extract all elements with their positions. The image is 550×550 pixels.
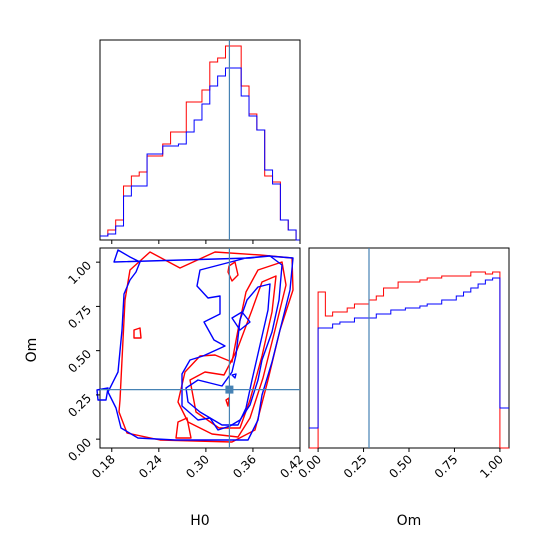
contour-xtick-label-3: 0.36 (230, 452, 259, 481)
truth-marker (225, 385, 234, 394)
contour-ytick-label-2: 0.50 (65, 347, 94, 376)
histogram-series-1 (309, 277, 509, 429)
histogram-series-0 (100, 45, 300, 241)
om-histogram-frame (308, 247, 510, 449)
contour-ytick-label-1: 0.25 (65, 391, 94, 420)
h0-om-contours (96, 249, 294, 443)
om-histogram (309, 271, 509, 449)
om-hist-xtick-label-1: 0.25 (341, 452, 370, 481)
contour-xtick-label-0: 0.18 (89, 452, 118, 481)
contour-line-3 (133, 327, 142, 339)
contour-line-8 (185, 283, 271, 426)
histogram-series-0 (309, 271, 509, 449)
x-axis-label-om: Om (397, 513, 422, 529)
h0-histogram-frame (99, 39, 301, 241)
y-axis-label-om: Om (24, 338, 40, 363)
om-hist-xtick-label-4: 1.00 (477, 452, 506, 481)
contour-line-7 (107, 249, 294, 441)
h0-om-contour-frame (99, 247, 301, 449)
contour-xtick-label-2: 0.30 (183, 452, 212, 481)
contour-ytick-label-3: 0.75 (65, 303, 94, 332)
contour-line-11 (96, 387, 109, 401)
contour-line-1 (177, 261, 287, 438)
contour-line-10 (231, 373, 237, 379)
h0-histogram (100, 45, 300, 241)
contour-line-4 (227, 261, 239, 282)
contour-ytick-label-0: 0.00 (65, 435, 94, 464)
om-hist-xtick-label-3: 0.75 (432, 452, 461, 481)
contour-ytick-label-4: 1.00 (65, 258, 94, 287)
contour-xtick-label-1: 0.24 (136, 452, 165, 481)
contour-line-2 (189, 275, 277, 429)
ticks: 0.18 0.24 0.30 0.36 0.420.000.250.500.751.00… (65, 240, 506, 481)
x-axis-label-h0: H0 (190, 513, 209, 529)
om-hist-xtick-label-2: 0.50 (386, 452, 415, 481)
histogram-series-1 (100, 67, 300, 241)
contour-line-5 (175, 417, 192, 439)
truth-lines (100, 40, 370, 448)
contour-line-9 (231, 311, 251, 331)
contour-line-6 (225, 397, 230, 407)
